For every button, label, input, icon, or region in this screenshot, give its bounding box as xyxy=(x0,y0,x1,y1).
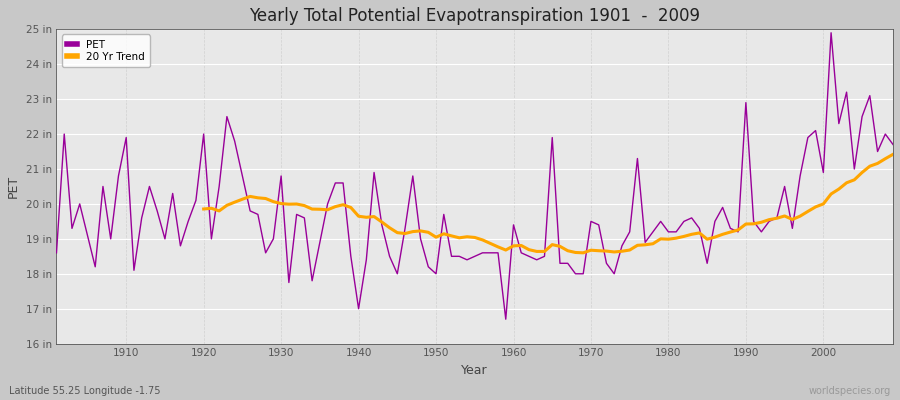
Text: Latitude 55.25 Longitude -1.75: Latitude 55.25 Longitude -1.75 xyxy=(9,386,160,396)
PET xyxy=(500,317,511,322)
Legend: PET, 20 Yr Trend: PET, 20 Yr Trend xyxy=(62,34,149,67)
X-axis label: Year: Year xyxy=(462,364,488,377)
Line: PET: PET xyxy=(57,33,893,319)
PET xyxy=(825,30,836,35)
Line: 20 Yr Trend: 20 Yr Trend xyxy=(203,154,893,253)
20 Yr Trend xyxy=(687,232,698,237)
Title: Yearly Total Potential Evapotranspiration 1901  -  2009: Yearly Total Potential Evapotranspiratio… xyxy=(249,7,700,25)
20 Yr Trend xyxy=(864,164,875,168)
PET xyxy=(113,174,124,178)
PET xyxy=(516,250,526,255)
PET xyxy=(330,180,341,185)
PET xyxy=(508,222,519,227)
20 Yr Trend xyxy=(887,152,898,157)
20 Yr Trend xyxy=(779,214,790,218)
PET xyxy=(608,271,619,276)
20 Yr Trend xyxy=(198,206,209,211)
20 Yr Trend xyxy=(795,214,806,218)
20 Yr Trend xyxy=(292,202,302,206)
20 Yr Trend xyxy=(578,250,589,255)
PET xyxy=(887,142,898,147)
PET xyxy=(51,250,62,255)
Text: worldspecies.org: worldspecies.org xyxy=(809,386,891,396)
Y-axis label: PET: PET xyxy=(7,175,20,198)
20 Yr Trend xyxy=(408,229,418,234)
PET xyxy=(284,280,294,285)
